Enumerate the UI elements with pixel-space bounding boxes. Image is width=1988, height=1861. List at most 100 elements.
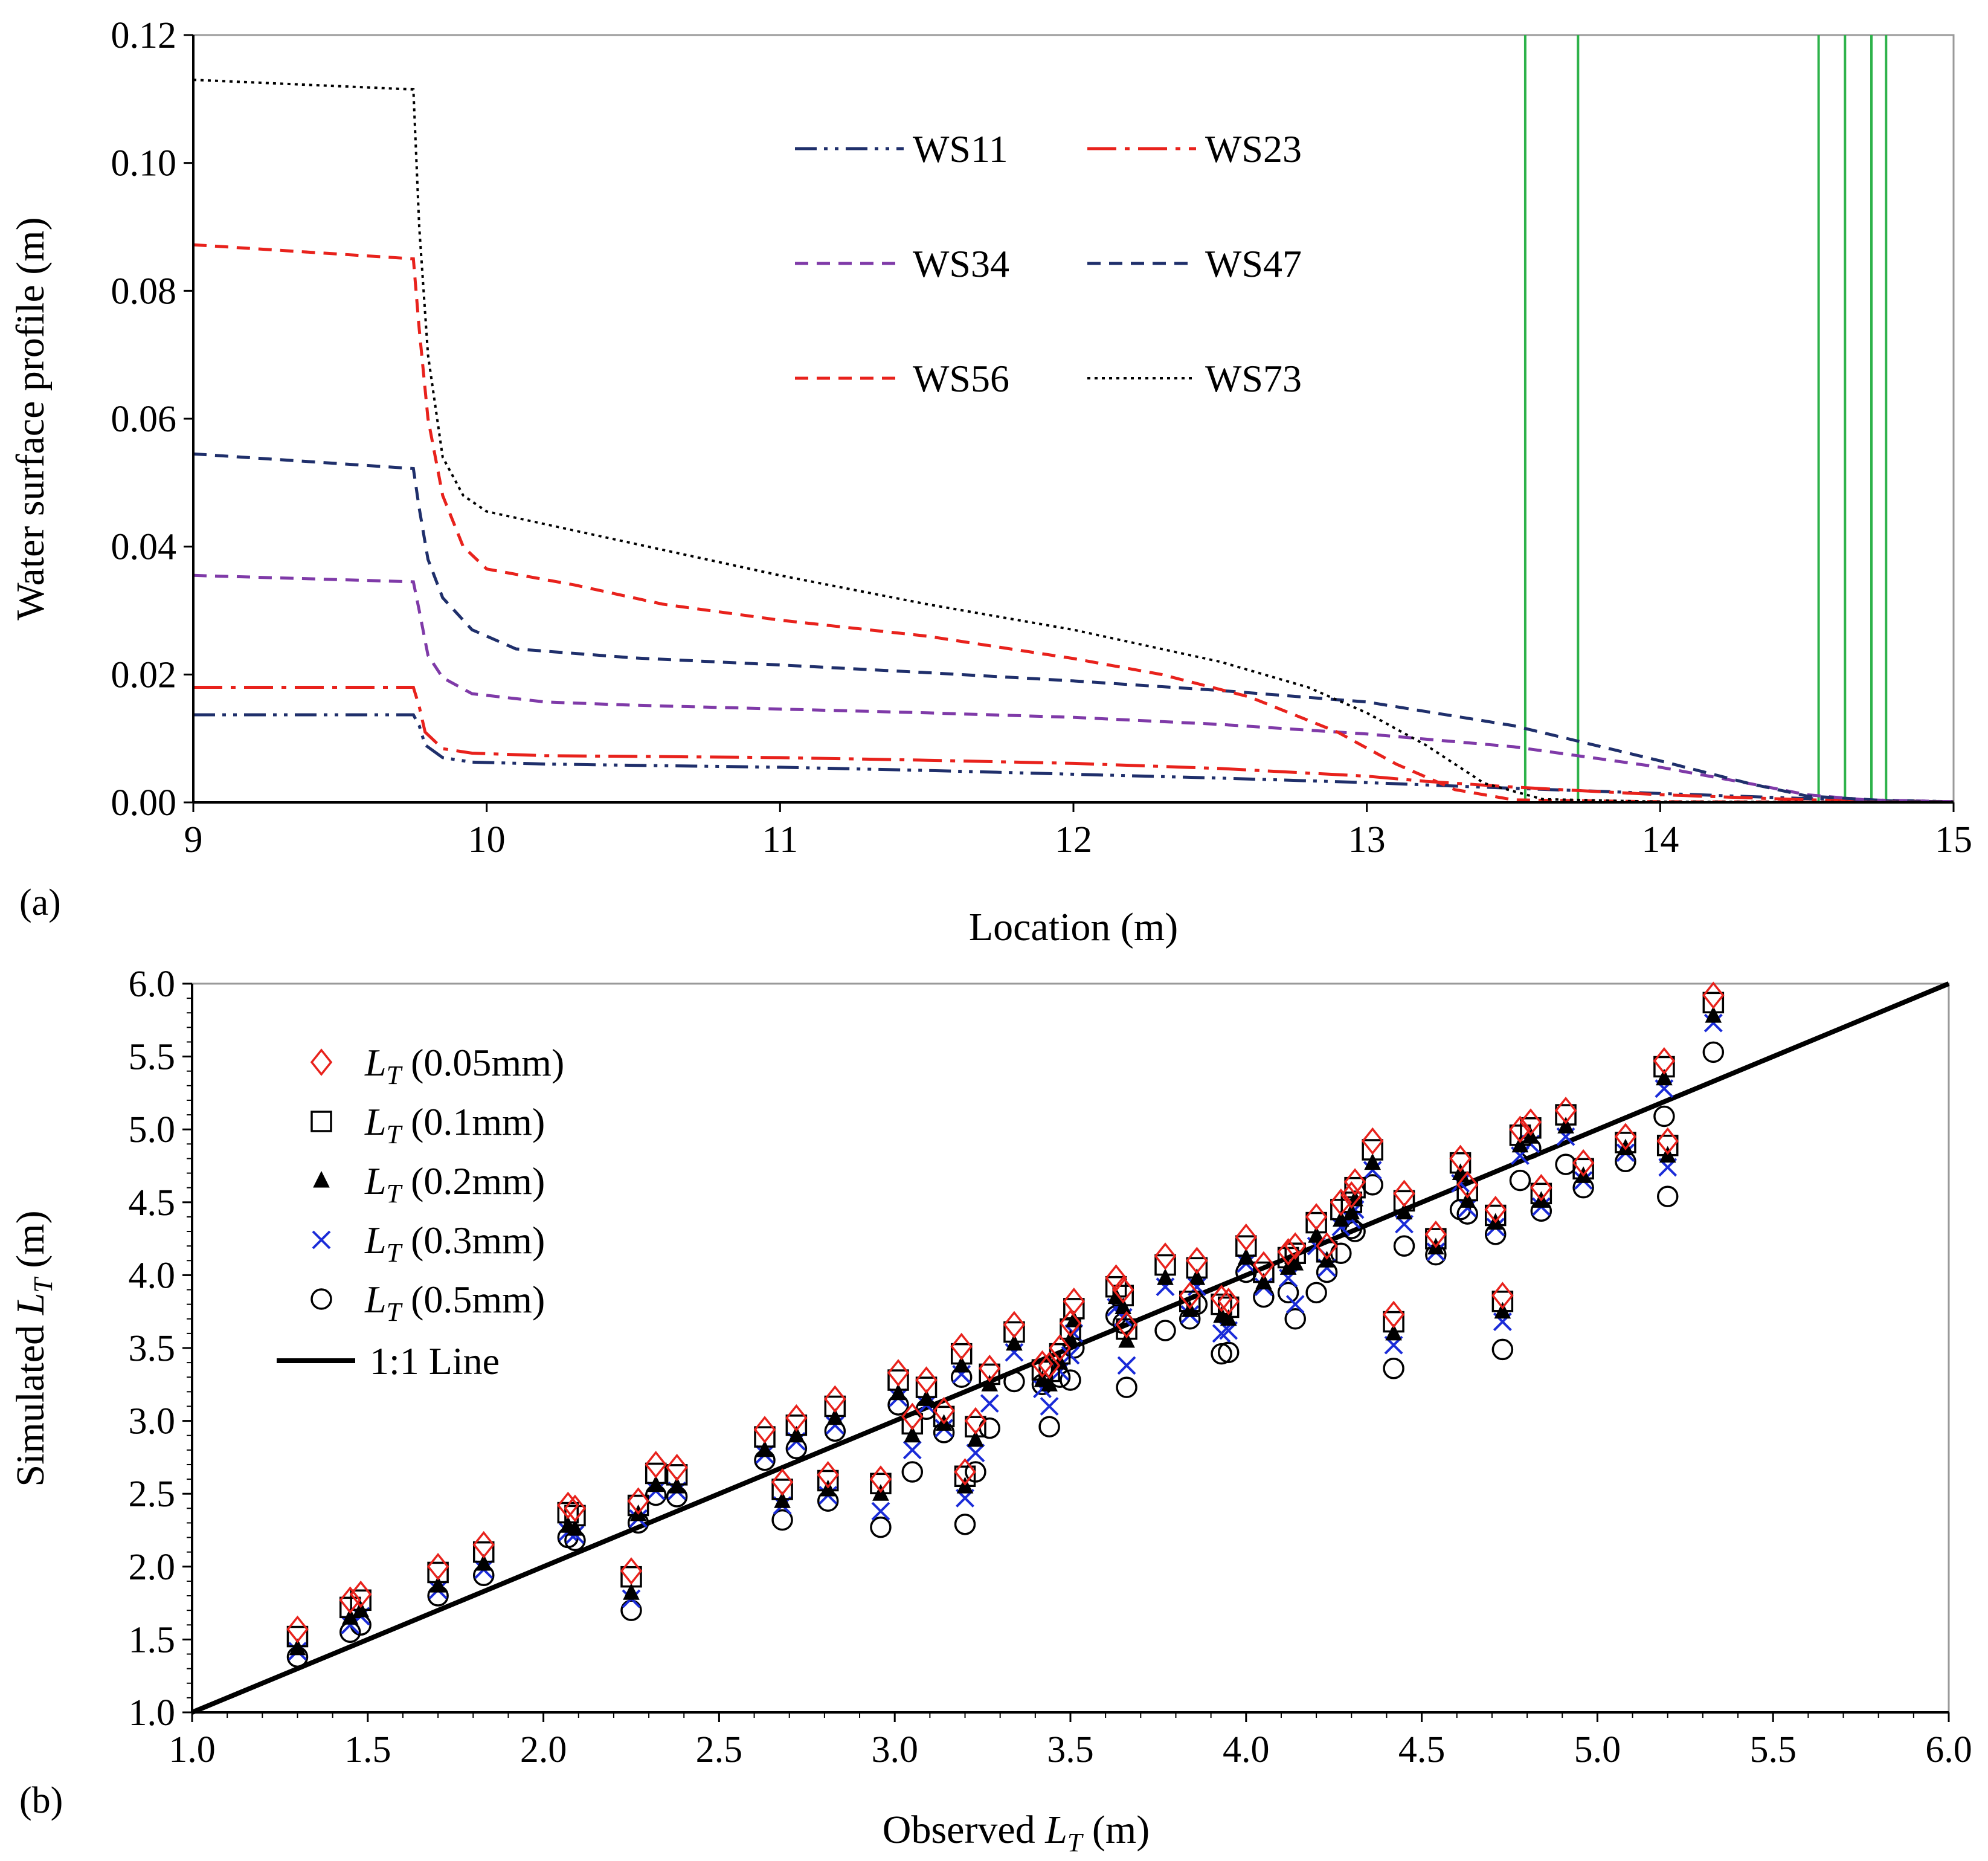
data-point-square-0-1mm (666, 1464, 688, 1486)
data-point-diamond-0-05mm (1186, 1247, 1208, 1275)
data-point-circle-0-5mm (620, 1599, 642, 1621)
data-point-diamond-0-05mm (1424, 1221, 1447, 1248)
data-point-diamond-0-05mm (627, 1487, 649, 1515)
panel-b-x-tick-label: 5.5 (1749, 1729, 1797, 1770)
data-point-square-0-1mm (1154, 1254, 1176, 1276)
panel-b-x-tick-label: 1.5 (344, 1729, 391, 1770)
data-point-square-0-1mm (954, 1465, 976, 1488)
panel-a-y-axis-title: Water surface profile (m) (8, 217, 53, 620)
panel-a-x-tick-label: 12 (1055, 819, 1092, 860)
data-point-square-0-1mm (754, 1426, 776, 1448)
data-point-diamond-0-05mm (472, 1530, 495, 1559)
data-point-circle-0-5mm (1702, 1041, 1725, 1063)
data-point-square-0-1mm (350, 1589, 372, 1611)
data-point-diamond-0-05mm (1031, 1350, 1054, 1378)
legend-label-ws73: WS73 (1205, 357, 1302, 400)
panel-b-x-tick-label: 3.0 (871, 1729, 918, 1770)
panel-a-vertical-lines (1523, 35, 1888, 802)
legend-label-ws56: WS56 (913, 357, 1009, 400)
legend-label-0-1mm: LT (0.1mm) (364, 1100, 545, 1149)
data-point-diamond-0-05mm (1554, 1097, 1577, 1124)
panel-a-y-tick-label: 0.02 (111, 654, 177, 695)
panel-a-x-tick-label: 15 (1935, 819, 1972, 860)
data-point-diamond-0-05mm (964, 1407, 987, 1435)
data-point-diamond-0-05mm (1316, 1232, 1338, 1260)
data-point-square-0-1mm (1116, 1318, 1137, 1340)
data-point-diamond-0-05mm (817, 1461, 839, 1489)
data-point-diamond-0-05mm (1105, 1264, 1127, 1292)
data-point-diamond-0-05mm (1382, 1300, 1405, 1329)
legend-marker-square (310, 1111, 332, 1132)
data-point-diamond-0-05mm (785, 1404, 808, 1432)
data-point-diamond-0-05mm (1656, 1127, 1679, 1155)
panel-a-label: (a) (19, 882, 61, 923)
data-point-circle-0-5mm (1284, 1308, 1306, 1330)
data-point-triangle-0-2mm (1705, 1005, 1722, 1023)
data-point-square-0-1mm (1456, 1179, 1478, 1202)
panel-b-y-tick-label: 1.5 (129, 1619, 176, 1660)
data-point-circle-0-5mm (1211, 1343, 1232, 1365)
data-point-x-0-3mm (980, 1394, 999, 1413)
panel-b-y-tick-label: 3.0 (129, 1401, 176, 1442)
data-point-square-0-1mm (286, 1625, 309, 1648)
data-point-square-0-1mm (1060, 1318, 1081, 1340)
data-point-diamond-0-05mm (1330, 1188, 1353, 1216)
legend-label-ws11: WS11 (913, 127, 1008, 170)
panel-a-x-tick-label: 14 (1641, 819, 1679, 860)
data-point-square-0-1mm (979, 1363, 1000, 1385)
legend-marker-triangle (313, 1170, 330, 1188)
data-point-circle-0-5mm (1154, 1320, 1176, 1341)
data-point-square-0-1mm (1235, 1235, 1257, 1257)
data-point-square-0-1mm (1284, 1242, 1306, 1264)
legend-label-0-5mm: LT (0.5mm) (364, 1278, 545, 1327)
data-point-diamond-0-05mm (1572, 1149, 1595, 1177)
data-point-diamond-0-05mm (753, 1416, 776, 1443)
data-point-square-0-1mm (1530, 1182, 1552, 1205)
data-point-diamond-0-05mm (1115, 1311, 1138, 1339)
data-point-square-0-1mm (1253, 1261, 1275, 1283)
legend-marker-circle (310, 1288, 332, 1310)
legend-label-ws23: WS23 (1205, 127, 1302, 170)
data-point-square-0-1mm (1656, 1134, 1679, 1156)
data-point-diamond-0-05mm (1252, 1251, 1275, 1279)
panel-b-axes: 1.0 1.5 2.0 2.5 3.0 3.5 4.0 4.5 5.0 5.5 6.0 1.0 1.5 2… (129, 964, 1972, 1770)
data-point-triangle-0-2mm (756, 1440, 773, 1457)
series-line-ws47 (193, 452, 1954, 802)
data-point-diamond-0-05mm (887, 1359, 910, 1387)
data-point-square-0-1mm (1615, 1132, 1636, 1153)
data-point-square-0-1mm (1112, 1285, 1134, 1306)
data-point-square-0-1mm (427, 1561, 449, 1584)
data-point-diamond-0-05mm (1111, 1276, 1134, 1304)
data-point-x-0-3mm (966, 1443, 985, 1463)
data-point-square-0-1mm (1063, 1298, 1085, 1320)
data-point-square-0-1mm (817, 1469, 839, 1492)
data-point-diamond-0-05mm (1519, 1108, 1542, 1136)
data-point-diamond-0-05mm (286, 1615, 309, 1643)
data-point-diamond-0-05mm (1449, 1144, 1472, 1173)
panel-b: 1.0 1.5 2.0 2.5 3.0 3.5 4.0 4.5 5.0 5.5 6.0 1.0 1.5 2… (8, 964, 1972, 1857)
panel-a-axes: 9 10 11 12 13 14 15 0.00 0.02 0.04 0.06 0.08 0.10 0.1… (111, 15, 1973, 860)
panel-b-x-tick-label: 2.5 (696, 1729, 743, 1770)
data-point-diamond-0-05mm (1530, 1173, 1552, 1202)
data-point-square-0-1mm (1344, 1176, 1366, 1199)
data-point-square-0-1mm (1316, 1241, 1338, 1263)
data-point-square-0-1mm (771, 1479, 793, 1500)
data-point-diamond-0-05mm (620, 1557, 643, 1585)
data-point-square-0-1mm (1425, 1228, 1447, 1250)
data-point-diamond-0-05mm (1284, 1232, 1307, 1260)
data-point-square-0-1mm (915, 1376, 938, 1398)
data-point-diamond-0-05mm (1614, 1123, 1637, 1151)
panel-a-x-axis-title: Location (m) (969, 905, 1178, 949)
data-point-diamond-0-05mm (1063, 1288, 1086, 1315)
data-point-diamond-0-05mm (1361, 1127, 1384, 1155)
data-point-diamond-0-05mm (349, 1580, 372, 1608)
data-point-diamond-0-05mm (1509, 1115, 1531, 1144)
panel-b-x-tick-label: 6.0 (1925, 1729, 1972, 1770)
data-point-circle-0-5mm (1509, 1169, 1531, 1192)
data-point-x-0-3mm (1040, 1397, 1059, 1416)
data-point-triangle-0-2mm (429, 1576, 446, 1593)
data-point-square-0-1mm (1702, 992, 1725, 1014)
panel-b-x-tick-label: 4.5 (1398, 1729, 1446, 1770)
panel-b-y-tick-label: 4.0 (129, 1255, 176, 1296)
data-point-circle-0-5mm (1060, 1369, 1081, 1391)
